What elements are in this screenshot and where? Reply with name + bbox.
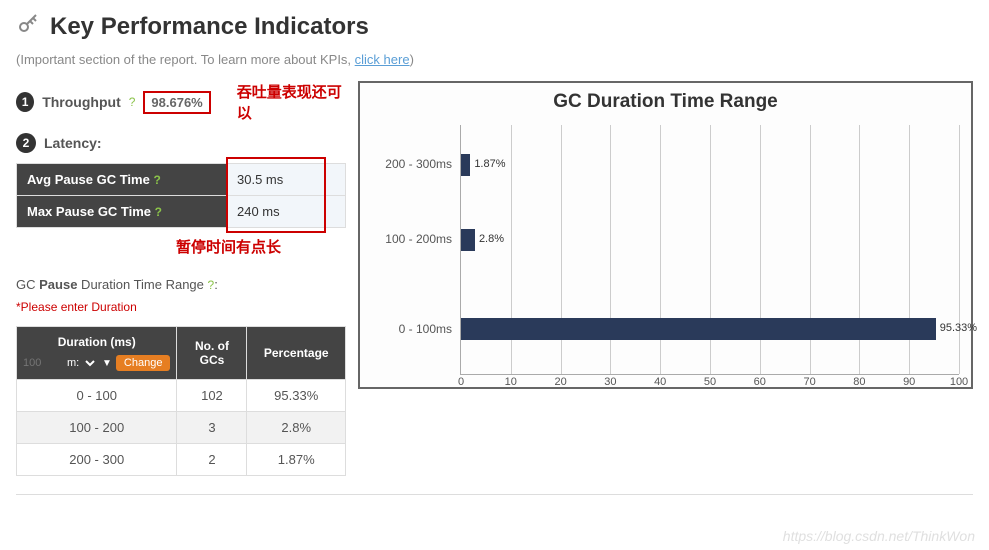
throughput-row: 1 Throughput ? 98.676% 吞吐量表现还可以 <box>16 81 346 123</box>
table-row: 0 - 10010295.33% <box>17 380 346 412</box>
help-icon[interactable]: ? <box>155 205 162 219</box>
table-row: 100 - 20032.8% <box>17 412 346 444</box>
x-tick: 100 <box>950 376 968 388</box>
bar-value-label: 1.87% <box>474 158 505 170</box>
key-icon <box>16 12 40 42</box>
x-tick: 80 <box>853 376 865 388</box>
watermark: https://blog.csdn.net/ThinkWon <box>783 528 975 544</box>
avg-pause-label: Avg Pause GC Time <box>27 172 150 187</box>
chart-title: GC Duration Time Range <box>372 91 959 113</box>
y-category-label: 0 - 100ms <box>399 322 452 336</box>
change-button[interactable]: Change <box>116 355 171 371</box>
badge-1: 1 <box>16 92 34 112</box>
page-header: Key Performance Indicators <box>16 12 973 42</box>
help-icon[interactable]: ? <box>129 95 136 109</box>
latency-row: 2 Latency: <box>16 133 346 153</box>
duration-table: Duration (ms) m: ▼ Change No. of GCs Per… <box>16 326 346 476</box>
badge-2: 2 <box>16 133 36 153</box>
chevron-down-icon: ▼ <box>102 358 112 369</box>
x-tick: 30 <box>604 376 616 388</box>
highlight-box <box>226 157 326 233</box>
throughput-label: Throughput <box>42 94 121 110</box>
y-category-label: 100 - 200ms <box>385 232 452 246</box>
throughput-annotation: 吞吐量表现还可以 <box>237 81 346 123</box>
x-tick: 0 <box>458 376 464 388</box>
x-tick: 50 <box>704 376 716 388</box>
x-tick: 90 <box>903 376 915 388</box>
bar-value-label: 2.8% <box>479 233 504 245</box>
chart-panel: GC Duration Time Range 200 - 300ms100 - … <box>358 81 973 389</box>
max-pause-label: Max Pause GC Time <box>27 204 151 219</box>
chart-area: 200 - 300ms100 - 200ms0 - 100ms 01020304… <box>372 125 959 375</box>
unit-select[interactable]: m: <box>61 355 98 371</box>
x-tick: 60 <box>754 376 766 388</box>
x-tick: 70 <box>803 376 815 388</box>
subtitle: (Important section of the report. To lea… <box>16 52 973 67</box>
x-tick: 10 <box>505 376 517 388</box>
duration-input[interactable] <box>23 357 57 369</box>
latency-annotation: 暂停时间有点长 <box>176 236 346 257</box>
chart-bar <box>461 229 475 251</box>
duration-section-label: GC Pause Duration Time Range ?: <box>16 277 346 292</box>
help-icon[interactable]: ? <box>208 278 215 292</box>
x-tick: 20 <box>554 376 566 388</box>
bar-value-label: 95.33% <box>940 322 977 334</box>
page-title: Key Performance Indicators <box>50 13 369 41</box>
subtitle-suffix: ) <box>410 52 414 67</box>
y-category-label: 200 - 300ms <box>385 157 452 171</box>
learn-more-link[interactable]: click here <box>355 52 410 67</box>
col-count: No. of GCs <box>177 327 247 380</box>
divider <box>16 494 973 495</box>
x-tick: 40 <box>654 376 666 388</box>
subtitle-prefix: (Important section of the report. To lea… <box>16 52 355 67</box>
duration-error: *Please enter Duration <box>16 300 346 314</box>
col-pct: Percentage <box>247 327 346 380</box>
chart-bar <box>461 318 936 340</box>
throughput-value: 98.676% <box>143 91 210 114</box>
latency-label: Latency: <box>44 135 102 151</box>
col-duration: Duration (ms) m: ▼ Change <box>17 327 177 380</box>
help-icon[interactable]: ? <box>153 173 160 187</box>
chart-bar <box>461 154 470 176</box>
table-row: 200 - 30021.87% <box>17 444 346 476</box>
